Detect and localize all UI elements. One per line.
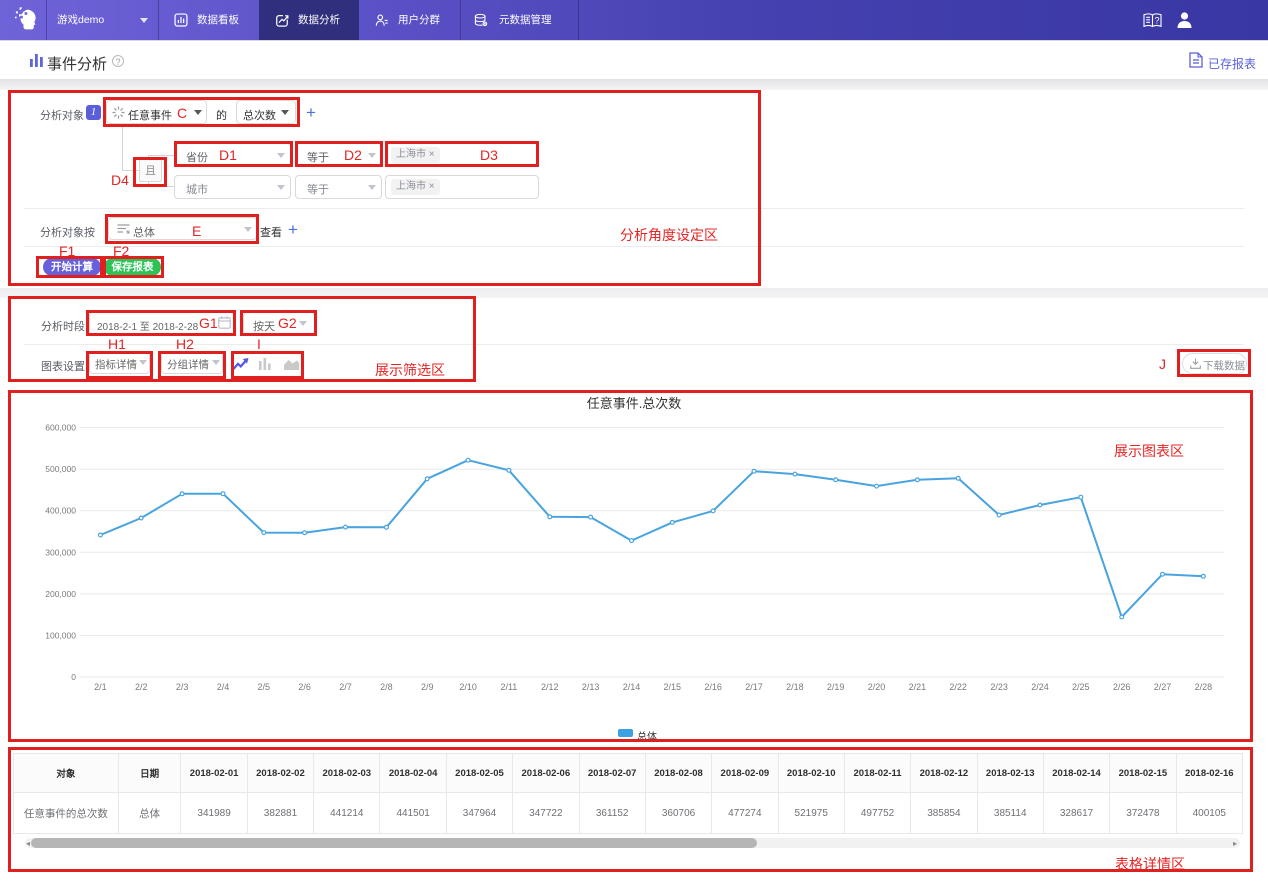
svg-text:400,000: 400,000 xyxy=(45,506,76,516)
svg-text:2/27: 2/27 xyxy=(1154,682,1172,692)
svg-text:2/19: 2/19 xyxy=(827,682,845,692)
svg-text:100,000: 100,000 xyxy=(45,631,76,641)
svg-text:2/8: 2/8 xyxy=(380,682,393,692)
svg-text:500,000: 500,000 xyxy=(45,464,76,474)
svg-text:0: 0 xyxy=(71,672,76,682)
svg-text:2/28: 2/28 xyxy=(1195,682,1213,692)
svg-text:300,000: 300,000 xyxy=(45,547,76,557)
svg-text:2/22: 2/22 xyxy=(949,682,967,692)
svg-text:?: ? xyxy=(1155,16,1160,26)
svg-text:2/25: 2/25 xyxy=(1072,682,1090,692)
svg-text:2/11: 2/11 xyxy=(500,682,517,692)
svg-text:2/17: 2/17 xyxy=(745,682,763,692)
svg-text:2/16: 2/16 xyxy=(704,682,722,692)
svg-text:2/6: 2/6 xyxy=(298,682,311,692)
svg-text:2/7: 2/7 xyxy=(339,682,352,692)
svg-text:2/13: 2/13 xyxy=(582,682,600,692)
svg-text:2/21: 2/21 xyxy=(909,682,927,692)
svg-text:2/1: 2/1 xyxy=(94,682,107,692)
svg-text:2/2: 2/2 xyxy=(135,682,148,692)
svg-text:2/20: 2/20 xyxy=(868,682,886,692)
svg-text:2/15: 2/15 xyxy=(664,682,682,692)
svg-text:2/18: 2/18 xyxy=(786,682,804,692)
svg-text:2/12: 2/12 xyxy=(541,682,559,692)
svg-text:2/4: 2/4 xyxy=(217,682,230,692)
svg-text:2/10: 2/10 xyxy=(459,682,477,692)
svg-text:600,000: 600,000 xyxy=(45,423,76,433)
svg-text:2/14: 2/14 xyxy=(623,682,641,692)
svg-text:2/26: 2/26 xyxy=(1113,682,1131,692)
svg-text:2/24: 2/24 xyxy=(1031,682,1049,692)
svg-text:2/23: 2/23 xyxy=(990,682,1008,692)
svg-text:2/3: 2/3 xyxy=(176,682,189,692)
svg-text:2/5: 2/5 xyxy=(258,682,271,692)
svg-text:2/9: 2/9 xyxy=(421,682,434,692)
svg-text:200,000: 200,000 xyxy=(45,589,76,599)
